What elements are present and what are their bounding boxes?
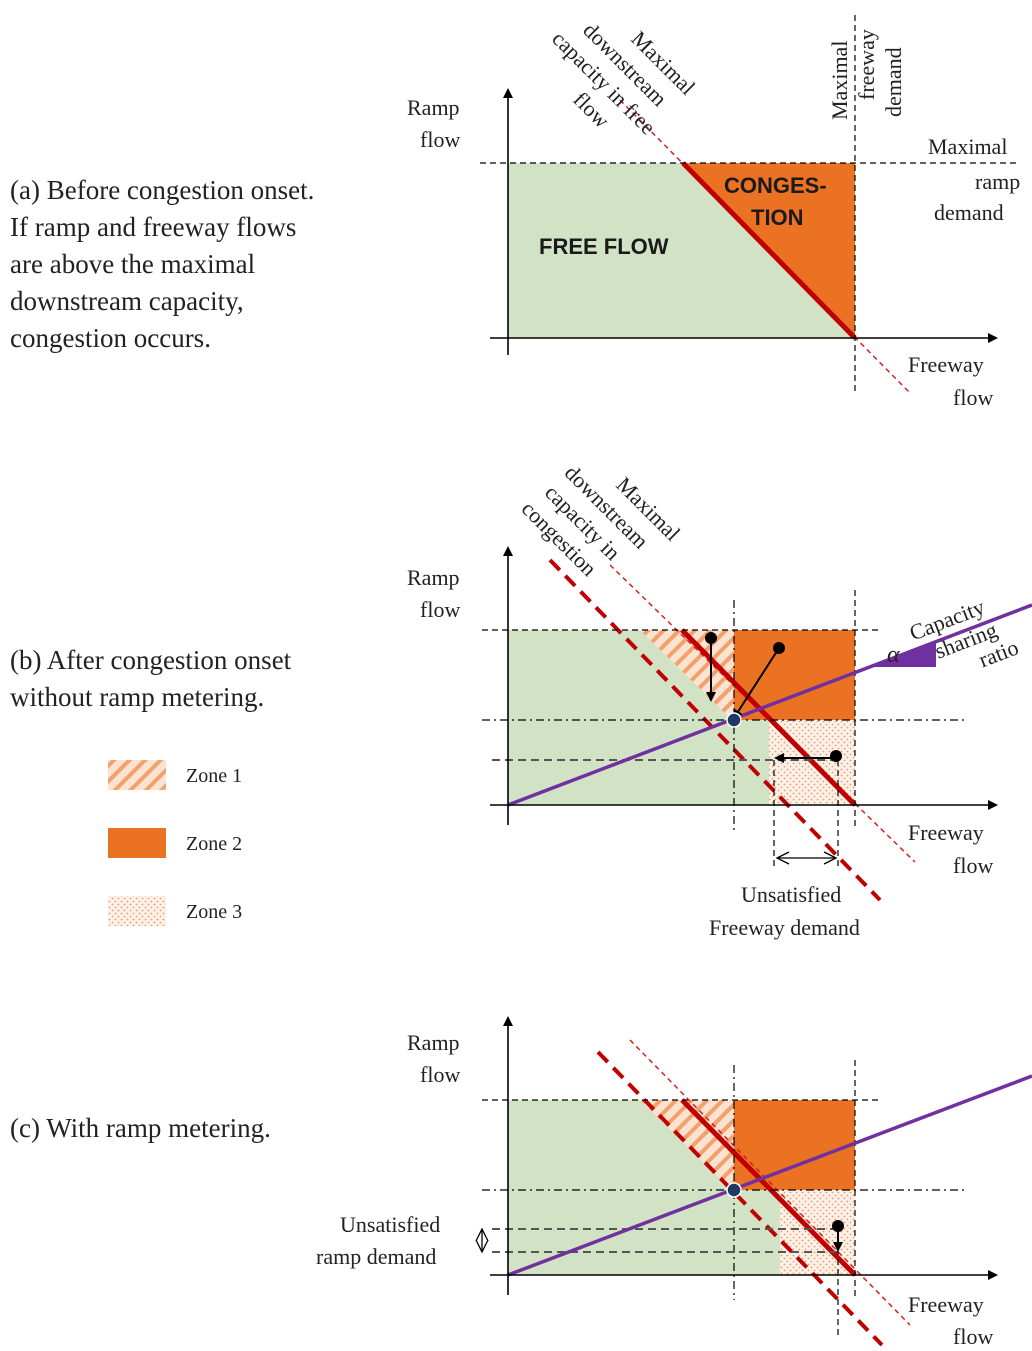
- freeway-demand-label-line-2: freeway: [854, 29, 879, 100]
- x-axis-label-c-line-2: flow: [953, 1324, 993, 1349]
- caption-a-line-4: downstream capacity,: [10, 286, 244, 316]
- panel-a: FREE FLOW CONGES- TION Ramp flow Freeway…: [407, 15, 1020, 410]
- y-axis-label-line-1: Ramp: [407, 95, 460, 120]
- congestion-capacity-line-c: [596, 1050, 884, 1347]
- ramp-demand-label-line-2: ramp: [975, 169, 1020, 194]
- legend-label-zone-3: Zone 3: [186, 901, 242, 923]
- congestion-capacity-line-b: [548, 558, 882, 902]
- zone-2-region: [734, 630, 855, 720]
- y-axis-label-c-line-2: flow: [420, 1062, 460, 1087]
- x-axis-label-line-1: Freeway: [908, 352, 984, 377]
- caption-b-line-2: without ramp metering.: [10, 682, 265, 712]
- y-axis-label-b-line-2: flow: [420, 597, 460, 622]
- x-axis-label-b-line-2: flow: [953, 853, 993, 878]
- alpha-symbol: α: [887, 642, 900, 668]
- caption-panel-a: (a) Before congestion onset. If ramp and…: [10, 172, 314, 357]
- capacity-label-b: Maximal downstream capacity in congestio…: [517, 460, 686, 581]
- capacity-label-a: Maximal downstream capacity in free flow: [547, 17, 700, 139]
- state-arrow-2: [732, 647, 780, 720]
- caption-c-line-1: (c) With ramp metering.: [10, 1113, 271, 1143]
- freeway-demand-label: Maximal freeway demand: [827, 29, 906, 120]
- legend-swatch-zone-1: [108, 760, 166, 790]
- caption-b-line-1: (b) After congestion onset: [10, 645, 292, 675]
- legend-swatch-zone-3: [108, 896, 166, 926]
- congestion-label-line-1: CONGES-: [724, 173, 827, 198]
- equilibrium-point-b: [726, 712, 742, 728]
- legend-swatch-zone-2: [108, 828, 166, 858]
- free-flow-capacity-line-c: [629, 1039, 911, 1326]
- caption-panel-c: (c) With ramp metering.: [10, 1110, 271, 1147]
- capacity-line: [681, 161, 857, 340]
- capacity-sharing-line-c: [507, 1074, 1032, 1277]
- unsatisfied-ramp-label-line-2: ramp demand: [316, 1244, 436, 1269]
- panel-c: Ramp flow Freeway flow Unsatisfied ramp …: [316, 1016, 1032, 1349]
- sharing-ratio-label: Capacity sharing ratio: [906, 594, 1022, 672]
- x-axis-label-b-line-1: Freeway: [908, 820, 984, 845]
- caption-a-line-3: are above the maximal: [10, 249, 256, 279]
- freeway-demand-label-line-1: Maximal: [827, 41, 852, 120]
- freeway-demand-label-line-3: demand: [881, 47, 906, 117]
- caption-a-line-2: If ramp and freeway flows: [10, 212, 297, 242]
- free-flow-label: FREE FLOW: [539, 234, 669, 259]
- legend: Zone 1 Zone 2 Zone 3: [108, 760, 242, 926]
- unsatisfied-freeway-label-line-2: Freeway demand: [709, 915, 860, 940]
- legend-label-zone-1: Zone 1: [186, 765, 242, 787]
- caption-panel-b: (b) After congestion onset without ramp …: [10, 642, 291, 716]
- capacity-line-c: [680, 1098, 857, 1277]
- free-flow-region-b-lower: [734, 720, 769, 805]
- unsatisfied-ramp-label-line-1: Unsatisfied: [340, 1212, 440, 1237]
- y-axis-label-c-line-1: Ramp: [407, 1030, 460, 1055]
- legend-label-zone-2: Zone 2: [186, 833, 242, 855]
- zone-2-region-c: [734, 1100, 855, 1190]
- equilibrium-point-c: [726, 1182, 742, 1198]
- caption-a-line-1: (a) Before congestion onset.: [10, 175, 315, 205]
- panel-b: Ramp flow Freeway flow Unsatisfied Freew…: [407, 460, 1032, 940]
- y-axis-label-line-2: flow: [420, 127, 460, 152]
- caption-a-line-5: congestion occurs.: [10, 323, 211, 353]
- unsatisfied-freeway-label-line-1: Unsatisfied: [741, 882, 841, 907]
- ramp-demand-label-line-1: Maximal: [928, 134, 1007, 159]
- capacity-line-extension: [619, 99, 911, 394]
- free-flow-capacity-line-b: [609, 564, 916, 863]
- capacity-sharing-line-b: [507, 603, 1032, 807]
- x-axis-label-line-2: flow: [953, 385, 993, 410]
- x-axis-label-c-line-1: Freeway: [908, 1292, 984, 1317]
- congestion-label-line-2: TION: [751, 205, 804, 230]
- y-axis-label-b-line-1: Ramp: [407, 565, 460, 590]
- ramp-demand-label-line-3: demand: [934, 200, 1004, 225]
- sharing-ratio-triangle: [872, 643, 936, 667]
